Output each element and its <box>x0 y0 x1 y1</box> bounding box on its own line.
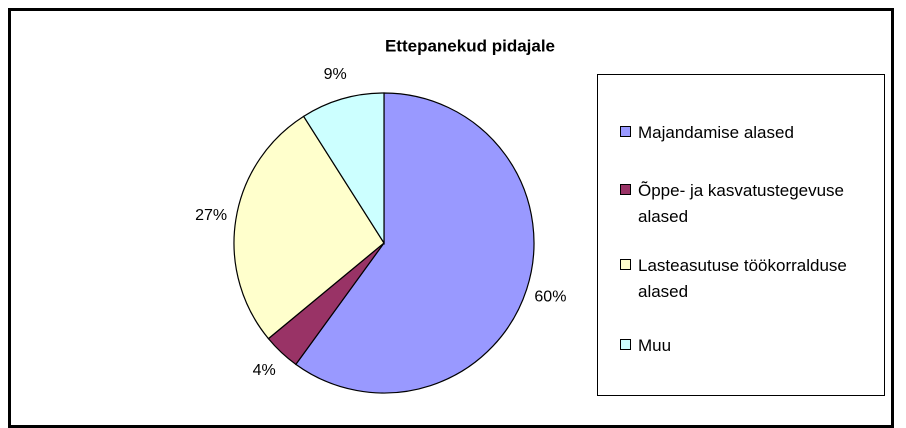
legend: Majandamise alased Õppe- ja kasvatustegev… <box>597 74 885 396</box>
legend-swatch <box>620 184 631 195</box>
legend-label: Muu <box>638 336 672 355</box>
chart: Ettepanekud pidajale 60% 4% 27% 9% <box>195 36 566 394</box>
chart-title: Ettepanekud pidajale <box>385 36 555 55</box>
pie-slice <box>302 92 385 246</box>
data-label: 9% <box>324 66 347 83</box>
legend-swatch <box>620 259 631 270</box>
legend-label: Lasteasutuse töökorralduse alased <box>638 256 847 301</box>
pie-slice <box>233 115 385 340</box>
data-label: 4% <box>253 362 276 379</box>
legend-label: Majandamise alased <box>638 123 794 142</box>
legend-swatch <box>620 126 631 137</box>
pie-slice <box>294 92 535 394</box>
legend-label: Õppe- ja kasvatustegevuse alased <box>638 181 845 226</box>
legend-swatch <box>620 339 631 350</box>
page: Ettepanekud pidajale 60% 4% 27% 9% Majandam… <box>8 8 894 428</box>
data-label: 60% <box>534 288 566 305</box>
data-label: 27% <box>195 207 227 224</box>
